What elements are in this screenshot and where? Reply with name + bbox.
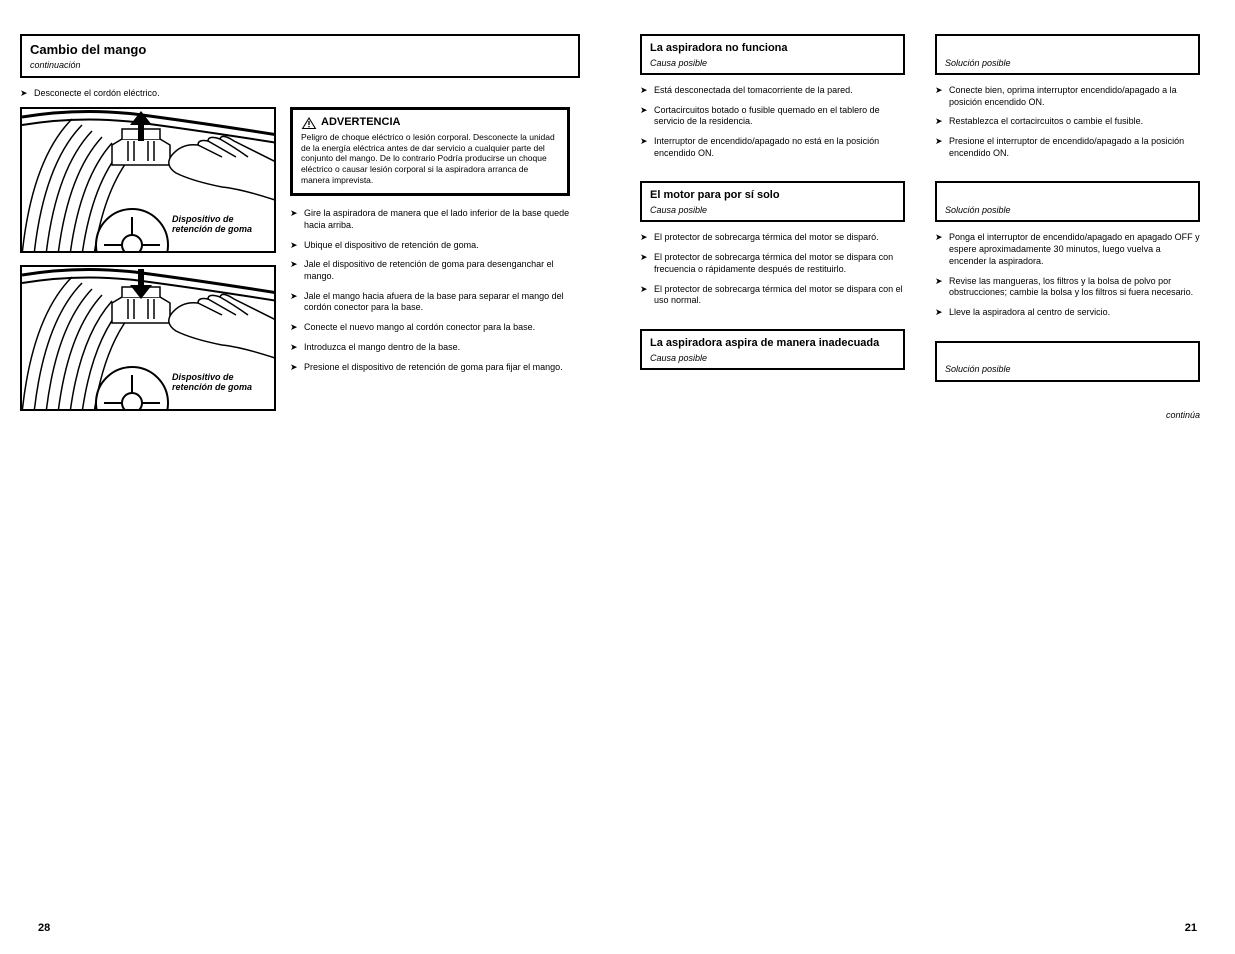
cause-item: Interruptor de encendido/apagado no está… <box>640 136 905 159</box>
warning-icon <box>301 116 317 130</box>
section-subtitle: continuación <box>30 60 570 71</box>
section-title: Cambio del mango <box>30 42 570 58</box>
right-columns: La aspiradora no funciona Causa posible Es… <box>640 34 1200 431</box>
solution-column: La aspiradora no funcionaSolución posibl… <box>935 34 1200 431</box>
solution-title-box: El motor para por sí soloSolución posibl… <box>935 181 1200 222</box>
cause-sub: Causa posible <box>650 58 895 69</box>
solution-title-box: La aspiradora no funcionaSolución posibl… <box>935 34 1200 75</box>
solution-sub: Solución posible <box>945 205 1190 216</box>
solution-item: Lleve la aspiradora al centro de servici… <box>935 307 1200 319</box>
warning-heading: ADVERTENCIA <box>301 116 559 130</box>
instruction-step: Gire la aspiradora de manera que el lado… <box>290 208 570 231</box>
warning-text: Peligro de choque eléctrico o lesión cor… <box>301 132 559 185</box>
instruction-step: Jale el dispositivo de retención de goma… <box>290 259 570 282</box>
left-column: Cambio del mango continuación Desconecte… <box>20 34 580 431</box>
cause-item: Está desconectada del tomacorriente de l… <box>640 85 905 97</box>
solution-item: Ponga el interruptor de encendido/apagad… <box>935 232 1200 267</box>
pre-steps: Desconecte el cordón eléctrico. <box>20 88 580 100</box>
cause-title-box: El motor para por sí solo Causa posible <box>640 181 905 222</box>
instruction-step: Jale el mango hacia afuera de la base pa… <box>290 291 570 314</box>
figure-1: Dispositivo de retención de goma <box>20 107 276 253</box>
figure-1-caption: Dispositivo de retención de goma <box>172 215 274 235</box>
page-number-right: 21 <box>1185 922 1197 936</box>
instruction-step: Conecte el nuevo mango al cordón conecto… <box>290 322 570 334</box>
cause-sub: Causa posible <box>650 353 895 364</box>
instruction-step: Presione el dispositivo de retención de … <box>290 362 570 374</box>
problem-heading: La aspiradora aspira de manera inadecuad… <box>650 337 895 351</box>
cause-column: La aspiradora no funciona Causa posible Es… <box>640 34 905 431</box>
solution-list: Ponga el interruptor de encendido/apagad… <box>935 232 1200 318</box>
solution-title-box: La aspiradora aspira de manera inadecuad… <box>935 341 1200 382</box>
cause-list: Está desconectada del tomacorriente de l… <box>640 85 905 159</box>
solution-item: Restablezca el cortacircuitos o cambie e… <box>935 116 1200 128</box>
solution-sub: Solución posible <box>945 58 1190 69</box>
cause-list: El protector de sobrecarga térmica del m… <box>640 232 905 306</box>
problem-heading: El motor para por sí solo <box>650 189 895 203</box>
instruction-step: Introduzca el mango dentro de la base. <box>290 342 570 354</box>
cause-item: El protector de sobrecarga térmica del m… <box>640 232 905 244</box>
figure-2-caption: Dispositivo de retención de goma <box>172 373 274 393</box>
cause-item: Cortacircuitos botado o fusible quemado … <box>640 105 905 128</box>
instruction-text-column: ADVERTENCIA Peligro de choque eléctrico … <box>290 107 570 423</box>
page-number-left: 28 <box>38 922 50 936</box>
solution-sub: Solución posible <box>945 364 1190 375</box>
continued-note: continúa <box>935 410 1200 421</box>
figure-2: Dispositivo de retención de goma <box>20 265 276 411</box>
cause-title-box: La aspiradora aspira de manera inadecuad… <box>640 329 905 370</box>
cause-title-box: La aspiradora no funciona Causa posible <box>640 34 905 75</box>
solution-list: Conecte bien, oprima interruptor encendi… <box>935 85 1200 159</box>
cause-item: El protector de sobrecarga térmica del m… <box>640 252 905 275</box>
warning-box: ADVERTENCIA Peligro de choque eléctrico … <box>290 107 570 196</box>
section-title-box: Cambio del mango continuación <box>20 34 580 78</box>
warning-label: ADVERTENCIA <box>321 116 400 130</box>
solution-item: Revise las mangueras, los filtros y la b… <box>935 276 1200 299</box>
cause-item: El protector de sobrecarga térmica del m… <box>640 284 905 307</box>
problem-heading: La aspiradora no funciona <box>650 42 895 56</box>
pre-step: Desconecte el cordón eléctrico. <box>20 88 580 100</box>
instruction-steps: Gire la aspiradora de manera que el lado… <box>290 208 570 373</box>
instruction-step: Ubique el dispositivo de retención de go… <box>290 240 570 252</box>
figure-column: Dispositivo de retención de goma <box>20 107 276 423</box>
cause-sub: Causa posible <box>650 205 895 216</box>
solution-item: Presione el interruptor de encendido/apa… <box>935 136 1200 159</box>
solution-item: Conecte bien, oprima interruptor encendi… <box>935 85 1200 108</box>
